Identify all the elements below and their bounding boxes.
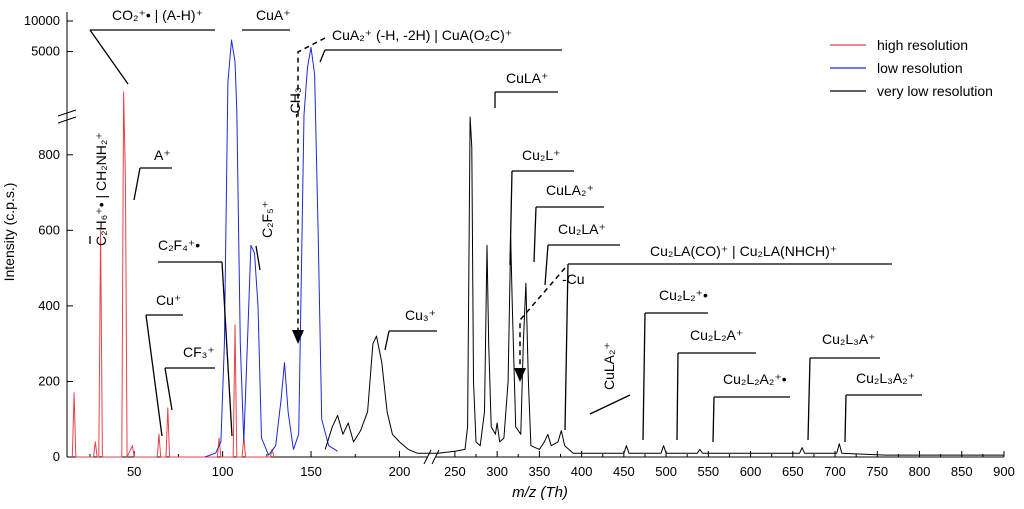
x-tick-label: 750 (866, 464, 888, 479)
annotation-leader-5 (319, 49, 326, 63)
x-tick-label: 600 (740, 464, 762, 479)
y-axis-break-mark-1 (57, 109, 77, 117)
annotation-label: Cu₂L⁺ (522, 147, 561, 163)
legend-label: very low resolution (877, 83, 993, 99)
ch3-loss-arrow (297, 37, 326, 330)
x-tick-label: 850 (951, 464, 973, 479)
annotation-label: -Cu (562, 271, 585, 287)
annotation-leader-13 (255, 245, 261, 271)
x-tick-label: 150 (300, 464, 322, 479)
annotation-label: C₂F₄⁺• (158, 237, 200, 253)
y-tick-label: 5000 (31, 44, 60, 59)
annotation-label: C₂F₅⁺ (259, 201, 275, 238)
y-tick-label: 800 (38, 147, 60, 162)
x-tick-label: 450 (613, 464, 635, 479)
ch3-loss-arrowhead (292, 330, 304, 344)
annotation-leader-30 (642, 312, 646, 441)
x-tick-label: 650 (782, 464, 804, 479)
annotation-label: Cu⁺ (156, 292, 181, 308)
annotation-label: CO₂⁺• | (A-H)⁺ (112, 7, 203, 23)
x-axis-break-mark-2 (431, 449, 440, 465)
annotation-leader-12 (221, 261, 233, 437)
x-tick-label: 700 (824, 464, 846, 479)
annotation-labels: CO₂⁺• | (A-H)⁺ CuA⁺ CuA₂⁺ (-H, -2H) | CuA(… (93, 7, 915, 390)
annotation-label: CuLA₂⁺ (546, 182, 594, 198)
series-line-3 (324, 116, 1004, 456)
annotation-leader-23 (533, 206, 537, 263)
annotation-label: CuA₂⁺ (-H, -2H) | CuA(O₂C)⁺ (332, 27, 512, 43)
annotation-label: CuLA⁺ (506, 70, 548, 86)
annotation-label: Cu₂L₃A₂⁺ (856, 370, 915, 386)
x-tick-label: 350 (529, 464, 551, 479)
annotation-label: Cu₂L₂⁺• (659, 287, 708, 303)
annotation-leader-36 (807, 357, 811, 441)
legend-label: low resolution (877, 60, 963, 76)
annotation-label: -CH₃ (287, 87, 303, 118)
series-line-2 (204, 39, 338, 458)
x-tick-label: 250 (444, 464, 466, 479)
y-tick-label: 200 (38, 373, 60, 388)
annotation-leader-2 (89, 29, 129, 85)
annotation-leader-38 (844, 394, 847, 443)
series-lines (71, 39, 1004, 458)
annotation-label: Cu₂L₂A₂⁺• (723, 371, 787, 387)
annotation-label: Cu₂LA(CO)⁺ | Cu₂LA(NHCH)⁺ (650, 243, 837, 259)
annotation-leader-28 (589, 394, 631, 415)
x-tick-label: 550 (697, 464, 719, 479)
x-axis-label: m/z (Th) (512, 484, 568, 501)
annotation-leader-15 (145, 314, 163, 437)
y-axis-break-mark-2 (57, 116, 77, 124)
annotation-leader-25 (544, 244, 549, 286)
annotation-leader-9 (133, 167, 141, 201)
cu-loss-arrow (519, 267, 566, 368)
annotation-leader-27 (564, 263, 569, 431)
x-axis-break-mark-1 (423, 449, 432, 465)
y-tick-label: 10000 (24, 13, 60, 28)
annotation-label: CuLA₂⁺ (601, 342, 617, 390)
annotation-label: C₂H₆⁺• | CH₂NH₂⁺ (93, 132, 109, 246)
x-ticks: 50 100 150 200 250 300 350 400 450 500 550 600 650 70… (89, 451, 1015, 479)
annotation-leader-21 (509, 170, 513, 266)
annotation-leader-19 (384, 330, 390, 351)
y-tick-label: 400 (38, 298, 60, 313)
y-tick-label: 0 (53, 449, 60, 464)
annotation-label: CF₃⁺ (183, 344, 215, 360)
y-axis-label: Intensity (c.p.s.) (1, 183, 17, 282)
x-tick-label: 300 (486, 464, 508, 479)
y-tick-label: 600 (38, 222, 60, 237)
annotation-label: Cu₃⁺ (405, 307, 436, 323)
series-line-1 (71, 91, 275, 458)
x-tick-label: 50 (127, 464, 141, 479)
cu-loss-arrowhead (514, 368, 526, 382)
annotation-label: Cu₂L₃A⁺ (822, 331, 876, 347)
annotation-leader-32 (676, 352, 679, 441)
y-ticks: 0 200 400 600 800 5000 10000 (24, 13, 73, 464)
annotation-lines (89, 29, 922, 443)
annotation-leader-34 (712, 396, 715, 443)
annotation-label: A⁺ (154, 147, 171, 163)
legend-label: high resolution (877, 37, 968, 53)
annotation-label: Cu₂LA⁺ (558, 221, 606, 237)
x-tick-label: 100 (212, 464, 234, 479)
annotation-label: Cu₂L₂A⁺ (690, 327, 743, 343)
x-tick-label: 500 (655, 464, 677, 479)
x-tick-label: 400 (571, 464, 593, 479)
x-tick-label: 900 (993, 464, 1015, 479)
legend: high resolution low resolution very low re… (830, 37, 993, 99)
annotation-leader-17 (164, 367, 173, 411)
x-tick-label: 800 (909, 464, 931, 479)
annotation-label: CuA⁺ (256, 7, 291, 23)
x-tick-label: 200 (389, 464, 411, 479)
